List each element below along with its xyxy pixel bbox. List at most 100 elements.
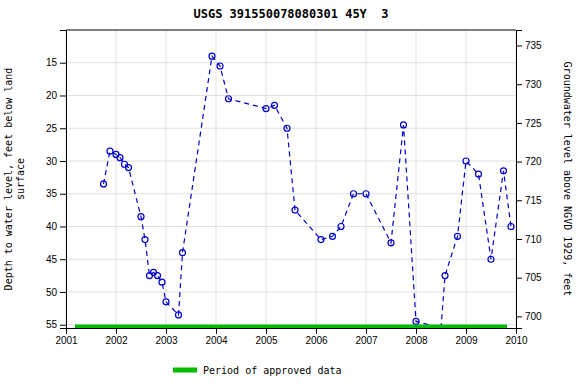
grid-line <box>66 226 516 227</box>
tick-label: 2006 <box>305 335 328 346</box>
grid-line <box>166 30 167 328</box>
axis-line <box>60 31 67 329</box>
tick-label: 2008 <box>405 335 428 346</box>
tick-mark <box>60 226 66 227</box>
tick-mark <box>366 328 367 334</box>
data-point <box>351 191 357 197</box>
tick-mark <box>166 328 167 334</box>
tick-mark <box>60 292 66 293</box>
data-point <box>330 233 336 239</box>
data-point <box>117 155 123 161</box>
tick-label: 20 <box>46 90 58 101</box>
data-point <box>151 269 157 275</box>
tick-mark <box>60 63 66 64</box>
tick: 700 <box>516 311 542 322</box>
tick: 2010 <box>505 328 528 346</box>
tick: 2003 <box>155 328 178 346</box>
data-point <box>463 158 469 164</box>
data-point <box>272 102 278 108</box>
data-point <box>142 237 148 243</box>
tick: 710 <box>516 234 542 245</box>
tick-mark <box>60 325 66 326</box>
tick-label: 15 <box>46 57 58 68</box>
data-point <box>159 279 165 285</box>
tick-mark <box>60 259 66 260</box>
y2-axis: 700 705 710 715 720 725 730 735 <box>516 31 542 329</box>
data-point <box>138 214 144 220</box>
tick-mark <box>466 328 467 334</box>
tick-label: 30 <box>46 156 58 167</box>
data-point <box>263 106 269 112</box>
tick-label: 40 <box>46 221 58 232</box>
tick: 2002 <box>105 328 128 346</box>
tick: 40 <box>46 221 66 232</box>
tick: 25 <box>46 123 66 134</box>
tick-label: 55 <box>46 319 58 330</box>
tick-label: 730 <box>525 79 542 90</box>
tick: 35 <box>46 188 66 199</box>
frame-line <box>66 30 516 31</box>
tick-label: 725 <box>525 118 542 129</box>
data-point <box>508 223 514 229</box>
chart: 2001200220032004200520062007200820092010… <box>0 0 576 384</box>
tick: 2009 <box>455 328 478 346</box>
grid-line <box>66 62 516 63</box>
tick-label: 700 <box>525 311 542 322</box>
tick-mark <box>60 95 66 96</box>
tick: 735 <box>516 40 542 51</box>
tick-mark <box>416 328 417 334</box>
data-point <box>176 312 182 318</box>
data-point <box>363 191 369 197</box>
tick-label: 2010 <box>505 335 528 346</box>
tick: 730 <box>516 79 542 90</box>
data-point <box>401 122 407 128</box>
tick: 30 <box>46 156 66 167</box>
tick-label: 2004 <box>205 335 228 346</box>
grid-line <box>66 160 516 161</box>
tick-mark <box>516 200 522 201</box>
data-point <box>488 256 494 262</box>
data-point <box>101 181 107 187</box>
grid-line <box>66 291 516 292</box>
legend-label: Period of approved data <box>203 365 341 376</box>
tick-label: 45 <box>46 254 58 265</box>
data-point <box>147 273 153 279</box>
tick-mark <box>516 45 522 46</box>
plot: 2001200220032004200520062007200820092010… <box>46 30 542 346</box>
tick-label: 705 <box>525 272 542 283</box>
tick-mark <box>266 328 267 334</box>
data-point <box>122 161 128 167</box>
axis-line <box>517 31 523 329</box>
data-point <box>455 233 461 239</box>
tick: 2004 <box>205 328 228 346</box>
data-point <box>501 168 507 174</box>
tick: 705 <box>516 272 542 283</box>
tick: 715 <box>516 195 542 206</box>
tick-mark <box>516 84 522 85</box>
y2-axis-title: Groundwater level above NGVD 1929, feet <box>562 62 573 297</box>
data-point <box>338 223 344 229</box>
tick-mark <box>516 239 522 240</box>
tick-mark <box>116 328 117 334</box>
data-point <box>113 151 119 157</box>
data-point <box>180 250 186 256</box>
grid-line <box>466 30 467 328</box>
tick-label: 720 <box>525 156 542 167</box>
grid-line <box>266 30 267 328</box>
tick: 55 <box>46 319 66 330</box>
data-point <box>209 53 215 59</box>
tick-label: 2009 <box>455 335 478 346</box>
legend-swatch <box>173 368 197 373</box>
tick: 2006 <box>305 328 328 346</box>
data-point <box>413 318 419 324</box>
data-point <box>107 148 113 154</box>
grid-line <box>66 95 516 96</box>
grid <box>66 30 516 328</box>
tick-mark <box>516 316 522 317</box>
data-point <box>126 165 132 171</box>
grid-line <box>366 30 367 328</box>
data-point <box>217 63 223 69</box>
tick-label: 2007 <box>355 335 378 346</box>
tick: 2007 <box>355 328 378 346</box>
axis-line <box>67 329 517 335</box>
